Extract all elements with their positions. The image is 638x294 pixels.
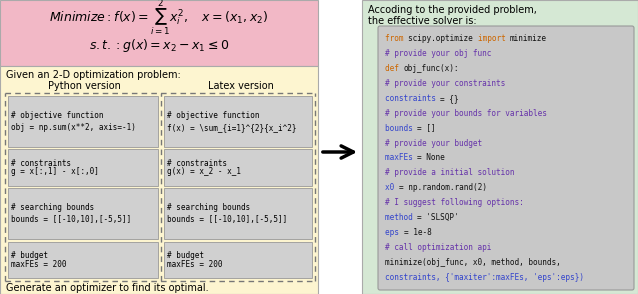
Bar (0, 66, 318, 294)
Text: Python version: Python version (48, 81, 121, 91)
Bar (8, 149, 158, 186)
Text: minimize(obj_func, x0, method, bounds,: minimize(obj_func, x0, method, bounds, (385, 258, 561, 267)
Bar (8, 96, 158, 147)
Text: bounds = [[-10,10],[-5,5]]: bounds = [[-10,10],[-5,5]] (167, 215, 287, 224)
Text: import: import (477, 34, 510, 43)
Text: maxFEs: maxFEs (385, 153, 417, 163)
Text: Accoding to the provided problem,: Accoding to the provided problem, (368, 5, 537, 15)
Text: $\mathit{Minimize}:f(x)=\sum_{i=1}^{2}x_i^2,\quad x=(x_1,x_2)$: $\mathit{Minimize}:f(x)=\sum_{i=1}^{2}x_… (49, 0, 269, 38)
Text: Given an 2-D optimization problem:: Given an 2-D optimization problem: (6, 70, 181, 80)
Text: = np.random.rand(2): = np.random.rand(2) (399, 183, 487, 192)
Text: # provide your constraints: # provide your constraints (385, 79, 505, 88)
Bar (163, 96, 312, 147)
Text: # provide your obj func: # provide your obj func (385, 49, 491, 58)
Bar (362, 0, 638, 294)
Text: def: def (385, 64, 403, 73)
Text: # provide your budget: # provide your budget (385, 138, 482, 148)
Text: # I suggest following options:: # I suggest following options: (385, 198, 524, 207)
Text: scipy.optimize: scipy.optimize (408, 34, 477, 43)
Bar (8, 188, 158, 239)
Text: # searching bounds: # searching bounds (167, 203, 250, 212)
Text: bounds: bounds (385, 123, 417, 133)
Text: g(x) = x_2 - x_1: g(x) = x_2 - x_1 (167, 168, 241, 176)
Text: = None: = None (417, 153, 445, 163)
Text: constraints: constraints (385, 94, 440, 103)
Text: f(x) = \sum_{i=1}^{2}{x_i^2}: f(x) = \sum_{i=1}^{2}{x_i^2} (167, 123, 296, 132)
FancyBboxPatch shape (378, 26, 634, 290)
Text: obj = np.sum(x**2, axis=-1): obj = np.sum(x**2, axis=-1) (11, 123, 136, 132)
Text: eps: eps (385, 228, 403, 237)
Text: = 'SLSQP': = 'SLSQP' (417, 213, 459, 222)
Text: # constraints: # constraints (167, 159, 226, 168)
Text: method: method (385, 213, 417, 222)
Text: = []: = [] (417, 123, 436, 133)
Text: # provide your bounds for variables: # provide your bounds for variables (385, 109, 547, 118)
Bar (0, 0, 318, 66)
Text: maxFEs = 200: maxFEs = 200 (167, 260, 222, 269)
Bar (163, 188, 312, 239)
Text: # provide a initial solution: # provide a initial solution (385, 168, 514, 178)
Text: # budget: # budget (167, 251, 204, 260)
Text: from: from (385, 34, 408, 43)
Text: # budget: # budget (11, 251, 48, 260)
Text: obj_func(x):: obj_func(x): (403, 64, 459, 73)
Text: g = x[:,1] - x[:,0]: g = x[:,1] - x[:,0] (11, 168, 99, 176)
Text: # searching bounds: # searching bounds (11, 203, 94, 212)
Bar (8, 242, 158, 278)
Text: # objective function: # objective function (11, 111, 103, 120)
Text: x0: x0 (385, 183, 399, 192)
Text: = {}: = {} (440, 94, 459, 103)
Text: # call optimization api: # call optimization api (385, 243, 491, 252)
Bar (163, 149, 312, 186)
Text: # objective function: # objective function (167, 111, 259, 120)
Text: Latex version: Latex version (209, 81, 274, 91)
Text: maxFEs = 200: maxFEs = 200 (11, 260, 66, 269)
Text: constraints, {'maxiter':maxFEs, 'eps':eps}): constraints, {'maxiter':maxFEs, 'eps':ep… (385, 273, 584, 282)
Text: # constraints: # constraints (11, 159, 71, 168)
Text: $\mathit{s.t.}:g(x)=x_2-x_1\leq 0$: $\mathit{s.t.}:g(x)=x_2-x_1\leq 0$ (89, 38, 229, 54)
Text: the effective solver is:: the effective solver is: (368, 16, 477, 26)
Text: = 1e-8: = 1e-8 (403, 228, 431, 237)
Text: bounds = [[-10,10],[-5,5]]: bounds = [[-10,10],[-5,5]] (11, 215, 131, 224)
Text: Generate an optimizer to find its optimal.: Generate an optimizer to find its optima… (6, 283, 209, 293)
Text: minimize: minimize (510, 34, 547, 43)
Bar (163, 242, 312, 278)
